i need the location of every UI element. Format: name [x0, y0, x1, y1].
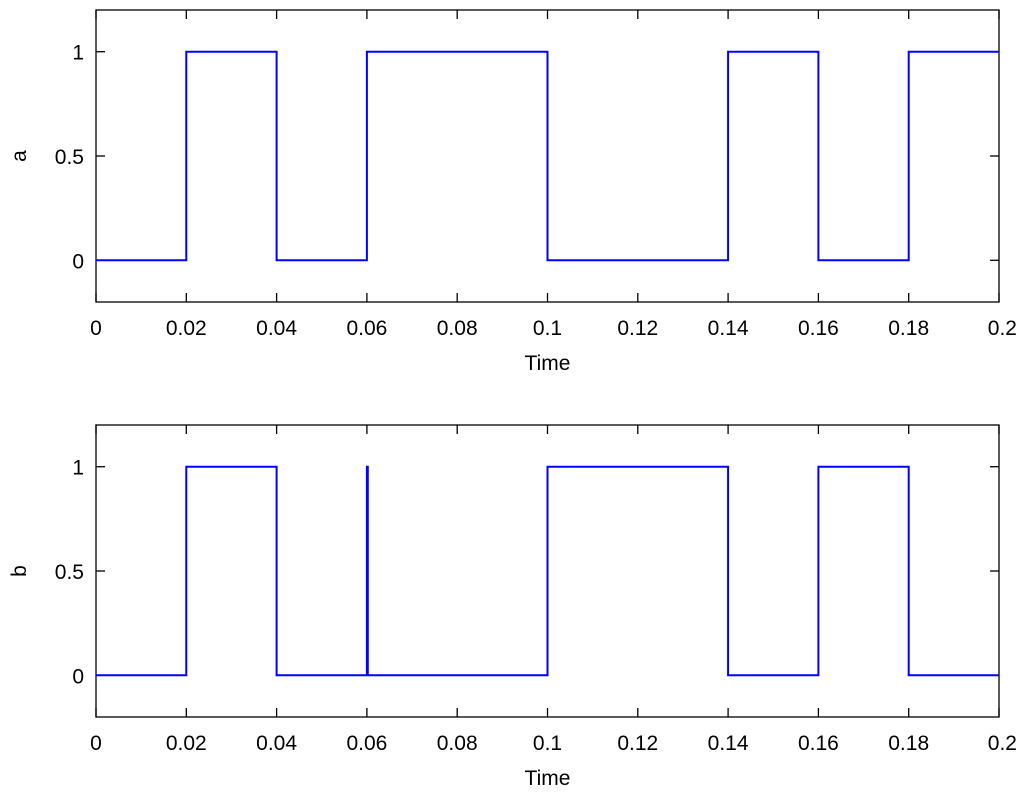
series-line-b: [96, 465, 999, 677]
x-tick-label: 0.1: [533, 732, 562, 755]
x-tick-label: 0.18: [888, 317, 929, 340]
series-line-a: [96, 50, 999, 262]
x-axis-label: Time: [525, 352, 571, 375]
x-axis-label: Time: [525, 767, 571, 790]
x-tick-label: 0.12: [617, 732, 658, 755]
x-tick-label: 0.14: [708, 317, 749, 340]
x-tick-label: 0.18: [888, 732, 929, 755]
x-tick-label: 0.04: [256, 732, 297, 755]
y-tick-label: 0: [72, 665, 84, 688]
x-tick-label: 0.16: [798, 317, 839, 340]
x-tick-label: 0.2: [988, 732, 1017, 755]
y-axis-label: b: [8, 565, 31, 577]
x-tick-label: 0.1: [533, 317, 562, 340]
y-tick-label: 0.5: [55, 561, 84, 584]
subplot-a: 0 0.02 0.04 0.06 0.08 0.1 0.12 0.14 0.16 0.18 0.2 0…: [8, 9, 1017, 375]
x-tick-label: 0.06: [346, 732, 387, 755]
x-tick-label: 0.02: [166, 317, 207, 340]
x-tick-label: 0: [90, 732, 102, 755]
y-tick-label: 1: [72, 42, 84, 65]
y-tick-label: 0.5: [55, 146, 84, 169]
x-tick-label: 0.2: [988, 317, 1017, 340]
x-tick-label: 0.06: [346, 317, 387, 340]
y-axis-label: a: [8, 150, 31, 162]
x-tick-label: 0: [90, 317, 102, 340]
x-tick-label: 0.02: [166, 732, 207, 755]
x-tick-label: 0.08: [437, 317, 478, 340]
x-tick-label: 0.16: [798, 732, 839, 755]
x-tick-label: 0.12: [617, 317, 658, 340]
x-tick-label: 0.04: [256, 317, 297, 340]
y-tick-label: 1: [72, 457, 84, 480]
y-tick-label: 0: [72, 250, 84, 273]
x-tick-label: 0.14: [708, 732, 749, 755]
x-tick-label: 0.08: [437, 732, 478, 755]
subplot-b: 0 0.02 0.04 0.06 0.08 0.1 0.12 0.14 0.16 0.18 0.2 0…: [8, 424, 1017, 790]
